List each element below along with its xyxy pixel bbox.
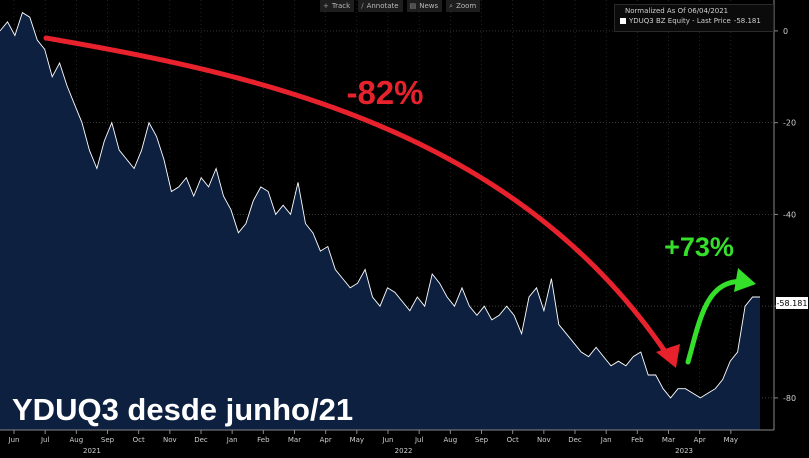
legend-swatch — [620, 18, 626, 24]
y-tick-label: -20 — [783, 119, 796, 128]
y-axis-ticks: 0-20-40-60-80 — [774, 27, 796, 403]
news-icon: ▤ — [409, 2, 417, 10]
pencil-icon: ∕ — [361, 2, 364, 10]
y-tick-label: -80 — [783, 394, 796, 403]
news-button[interactable]: ▤ News — [406, 0, 443, 12]
annotate-button[interactable]: ∕ Annotate — [358, 0, 403, 12]
x-tick-label: Jan — [226, 436, 238, 444]
x-tick-label: Jul — [414, 436, 424, 444]
last-price-box — [776, 297, 808, 309]
decline-arrow — [43, 35, 675, 365]
x-tick-label: Sep — [101, 436, 115, 444]
price-area-fill — [0, 12, 760, 430]
x-tick-label: Apr — [694, 436, 706, 444]
x-tick-label: Feb — [631, 436, 644, 444]
normalized-as-of-label: Normalized As Of 06/04/2021 — [625, 7, 729, 15]
decline-arrowhead — [656, 344, 680, 368]
x-tick-label: Aug — [69, 436, 83, 444]
x-tick-label: Jun — [8, 436, 20, 444]
annotate-button-label: Annotate — [366, 2, 399, 10]
chart-title: YDUQ3 desde junho/21 — [12, 392, 353, 427]
x-year-label: 2021 — [83, 447, 101, 455]
x-tick-label: Jan — [600, 436, 612, 444]
rise-arrow — [685, 279, 751, 365]
news-button-label: News — [419, 2, 439, 10]
x-tick-label: Aug — [443, 436, 457, 444]
plus-icon: + — [323, 2, 329, 10]
chart-toolbar: + Track ∕ Annotate ▤ News ⌕ Zoom — [320, 0, 481, 12]
rise-arrowhead — [734, 268, 756, 292]
y-tick-label: 0 — [783, 27, 788, 36]
x-year-label: 2023 — [675, 447, 693, 455]
zoom-button-label: Zoom — [456, 2, 477, 10]
chart-legend: Normalized As Of 06/04/2021 YDUQ3 BZ Equ… — [614, 4, 774, 32]
zoom-button[interactable]: ⌕ Zoom — [446, 0, 481, 12]
rise-label: +73% — [664, 232, 734, 262]
x-tick-label: Feb — [257, 436, 270, 444]
x-tick-label: Dec — [568, 436, 582, 444]
x-tick-label: Dec — [194, 436, 208, 444]
y-tick-label: -40 — [783, 210, 796, 219]
x-year-label: 2022 — [395, 447, 413, 455]
zoom-icon: ⌕ — [449, 1, 454, 10]
track-button[interactable]: + Track — [320, 0, 355, 12]
last-price-tag: -58.181 — [776, 297, 808, 309]
legend-series-label: YDUQ3 BZ Equity - Last Price — [629, 17, 731, 25]
track-button-label: Track — [331, 2, 351, 10]
price-series-line — [0, 11, 760, 399]
last-price-label: -58.181 — [777, 299, 808, 308]
x-tick-label: Sep — [475, 436, 489, 444]
x-axis-ticks: Jun Jul Aug Sep Oct Nov Dec Jan Feb Mar Apr May Jun J… — [8, 430, 738, 455]
x-tick-label: Oct — [507, 436, 519, 444]
x-tick-label: Jun — [382, 436, 394, 444]
x-tick-label: Jul — [40, 436, 50, 444]
x-tick-label: Apr — [320, 436, 332, 444]
x-tick-label: May — [724, 436, 738, 444]
x-tick-label: Nov — [537, 436, 551, 444]
x-tick-label: Oct — [133, 436, 145, 444]
x-tick-label: Mar — [288, 436, 301, 444]
x-tick-label: Mar — [662, 436, 675, 444]
x-tick-label: Nov — [163, 436, 177, 444]
x-tick-label: May — [350, 436, 364, 444]
legend-last-value: -58.181 — [733, 17, 761, 25]
legend-series-row: YDUQ3 BZ Equity - Last Price -58.181 — [620, 17, 761, 25]
decline-label: -82% — [346, 74, 423, 111]
